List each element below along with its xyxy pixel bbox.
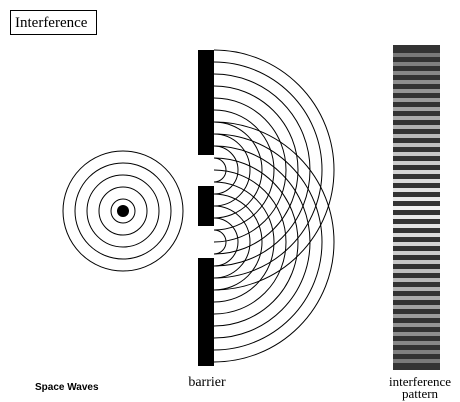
- band: [393, 215, 440, 219]
- title: Interference: [15, 15, 88, 31]
- band: [393, 341, 440, 345]
- barrier-top: [198, 50, 214, 155]
- band: [393, 233, 440, 237]
- band: [393, 188, 440, 192]
- band: [393, 161, 440, 165]
- pattern-label: pattern: [402, 386, 439, 401]
- band: [393, 125, 440, 129]
- wave-arc: [213, 97, 287, 243]
- wave-arc: [213, 61, 323, 279]
- wave-circle: [110, 198, 136, 224]
- band: [393, 305, 440, 309]
- band: [393, 260, 440, 264]
- band: [393, 53, 440, 57]
- band: [393, 251, 440, 255]
- band: [393, 206, 440, 210]
- wave-arc: [213, 157, 299, 327]
- band: [393, 134, 440, 138]
- band: [393, 80, 440, 84]
- band: [393, 170, 440, 174]
- band: [393, 359, 440, 363]
- band: [393, 224, 440, 228]
- wave-arc: [213, 133, 251, 207]
- point-source: [117, 205, 129, 217]
- title-box: [10, 10, 97, 35]
- wave-arc: [213, 157, 227, 183]
- band: [393, 71, 440, 75]
- wave-arc: [213, 85, 299, 255]
- wave-circle: [86, 174, 160, 248]
- band: [393, 278, 440, 282]
- wave-arc: [213, 217, 239, 267]
- band: [393, 287, 440, 291]
- band: [393, 314, 440, 318]
- source-waves: [62, 150, 184, 272]
- band: [393, 350, 440, 354]
- band: [393, 197, 440, 201]
- band: [393, 152, 440, 156]
- wave-arc: [213, 205, 251, 279]
- wave-arc: [213, 109, 275, 231]
- pattern-bands: [393, 53, 440, 363]
- wave-arc: [213, 133, 323, 351]
- wave-arc: [213, 49, 335, 291]
- wave-arc: [213, 193, 263, 291]
- wave-arc: [213, 145, 239, 195]
- band: [393, 296, 440, 300]
- wave-arc: [213, 181, 275, 303]
- band: [393, 269, 440, 273]
- wave-circle: [98, 186, 148, 236]
- band: [393, 179, 440, 183]
- band: [393, 107, 440, 111]
- wave-arc: [213, 121, 263, 219]
- band: [393, 98, 440, 102]
- barrier-middle: [198, 186, 214, 226]
- diffracted-waves: [213, 49, 335, 363]
- wave-arc: [213, 121, 335, 363]
- wave-circle: [62, 150, 184, 272]
- band: [393, 332, 440, 336]
- barrier-label: barrier: [188, 375, 226, 390]
- band: [393, 242, 440, 246]
- band: [393, 89, 440, 93]
- band: [393, 116, 440, 120]
- wave-arc: [213, 145, 311, 339]
- barrier-bottom: [198, 258, 214, 366]
- band: [393, 143, 440, 147]
- wave-arc: [213, 229, 227, 255]
- pattern-label: interference: [389, 374, 451, 389]
- wave-arc: [213, 169, 287, 315]
- band: [393, 323, 440, 327]
- wave-circle: [74, 162, 172, 260]
- source-label: Space Waves: [35, 382, 99, 393]
- barrier: [198, 50, 214, 366]
- band: [393, 62, 440, 66]
